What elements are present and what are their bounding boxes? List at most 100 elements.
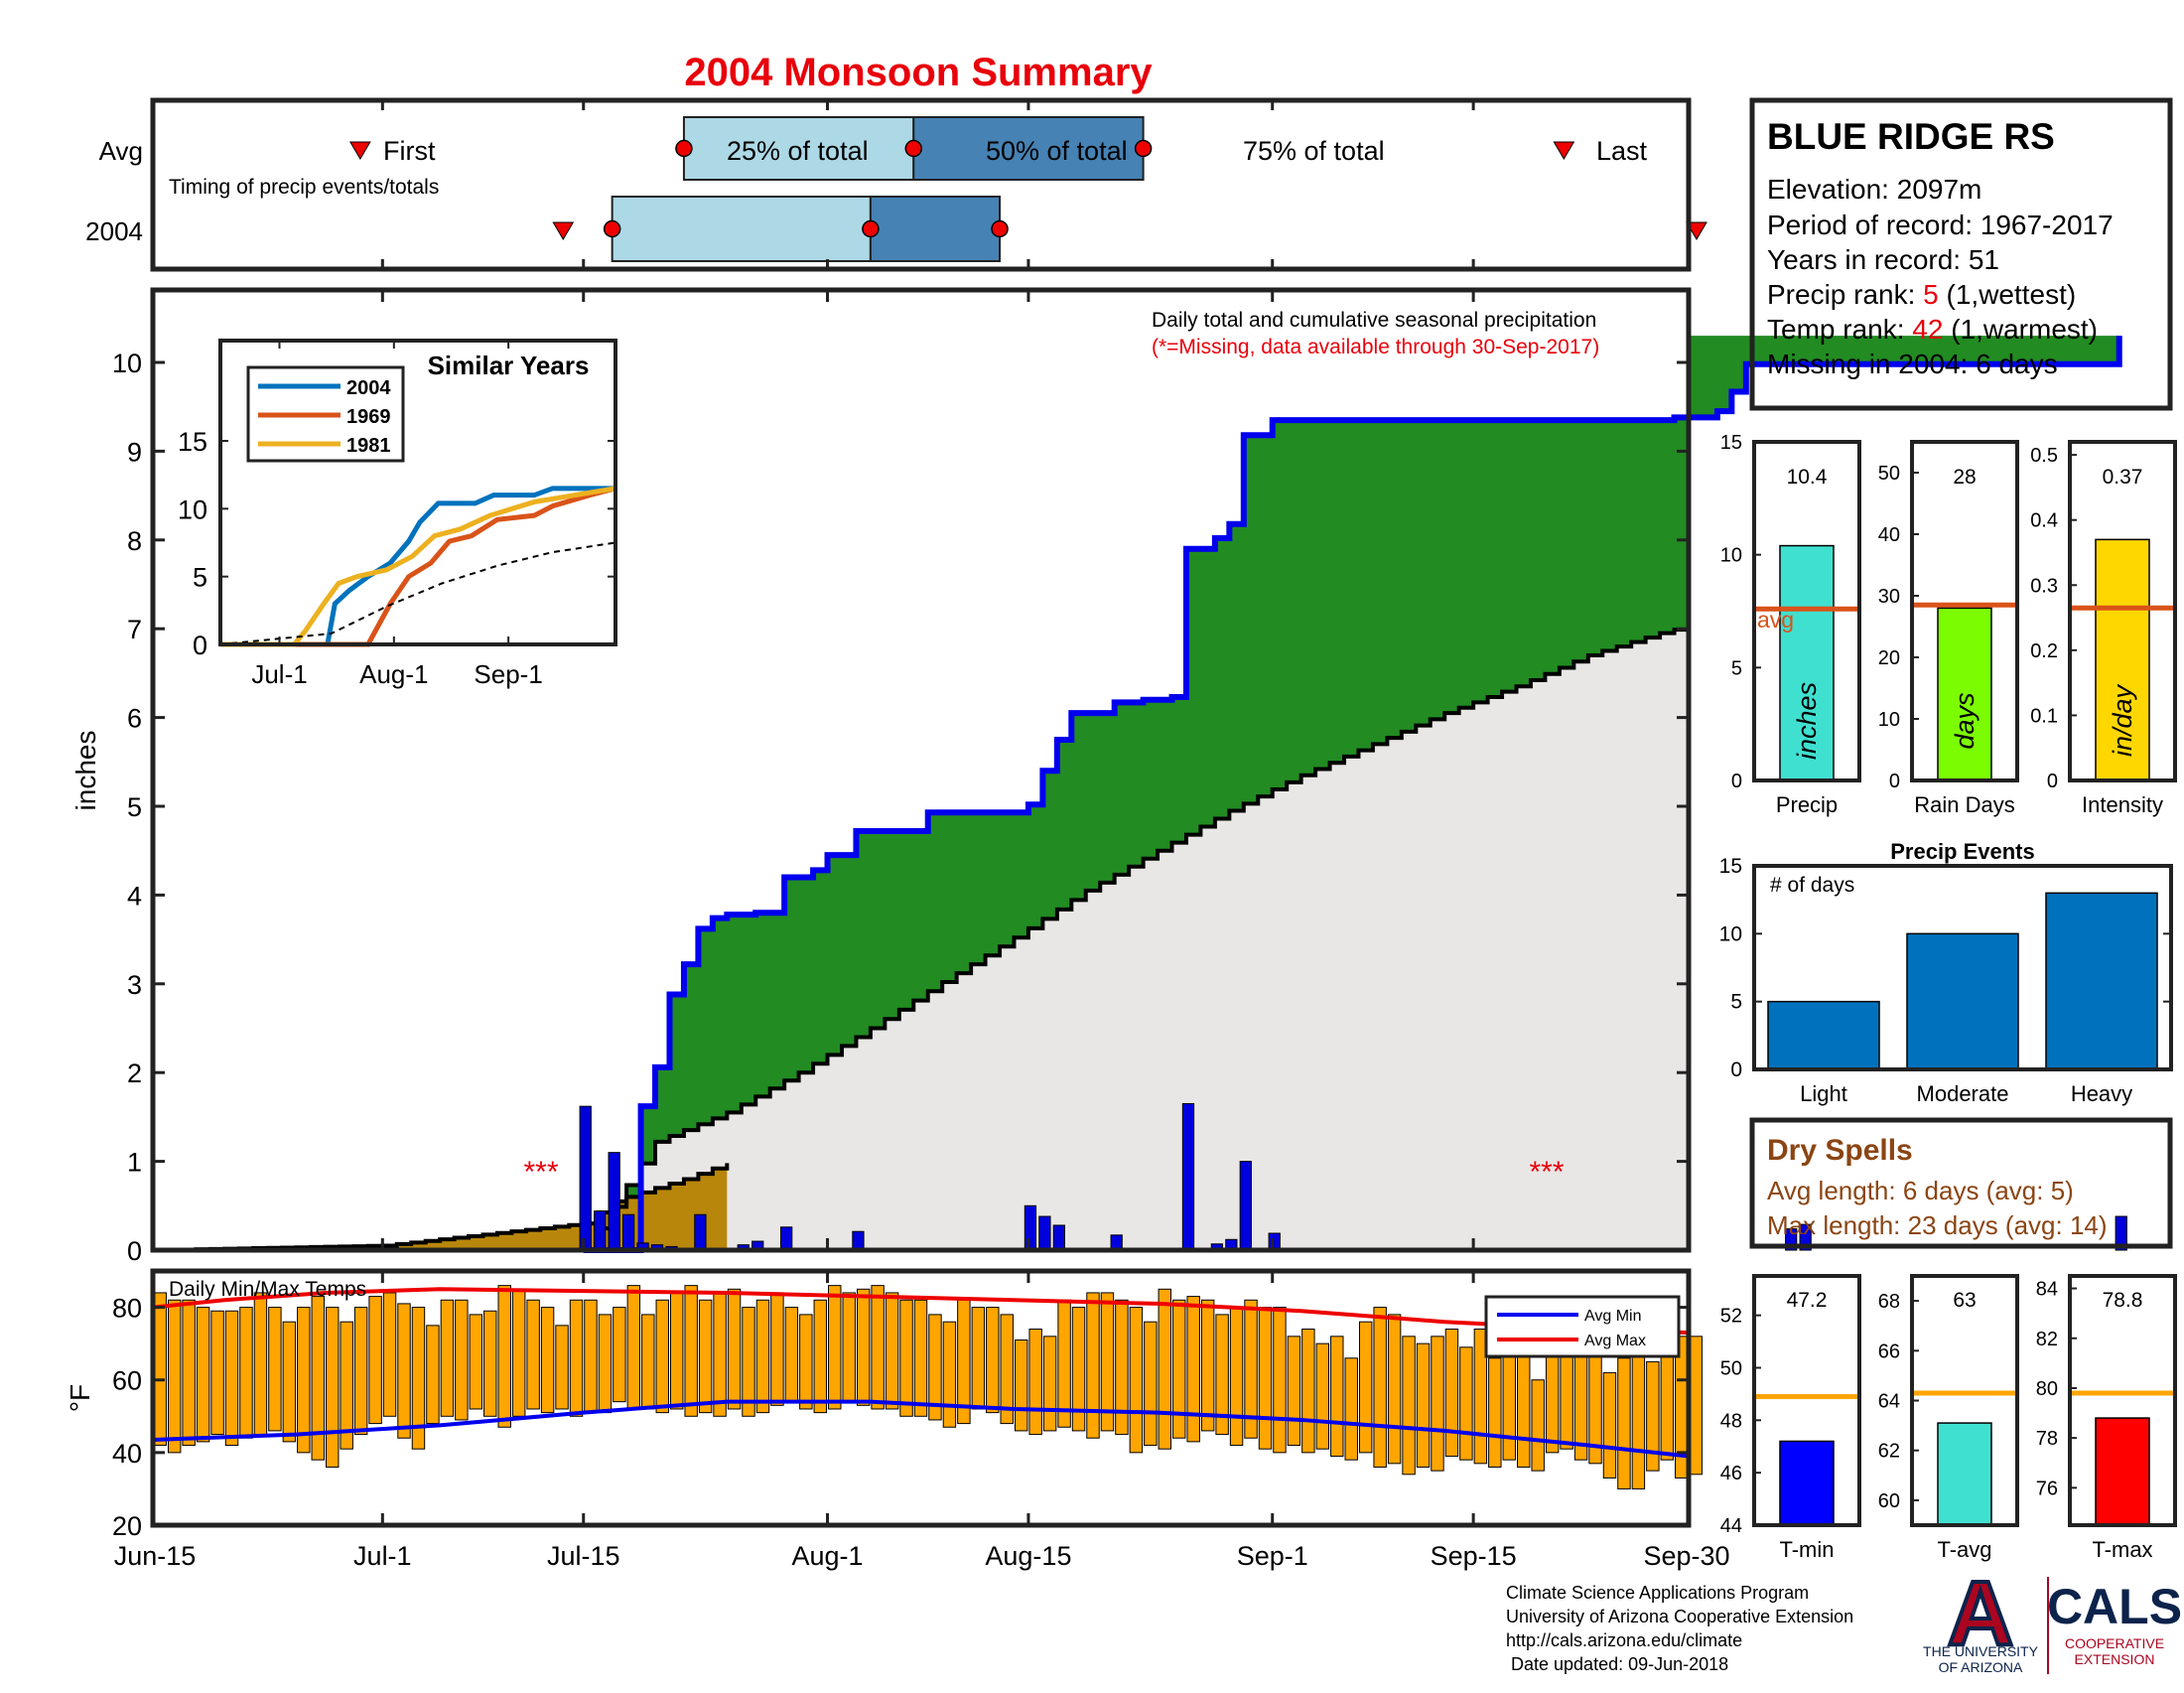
timing-first-label: First	[383, 136, 436, 166]
daily-precip-bar	[1785, 1228, 1798, 1251]
panel-intensity: 0 0.1 0.2 0.3 0.4 0.5 0.37 Intensity in/day	[2030, 440, 2177, 817]
inset-legend-label-1969: 1969	[346, 406, 391, 428]
missing-marker-2: ***	[1529, 1156, 1564, 1189]
precip-label: Precip	[1776, 792, 1838, 817]
precip-events-bar-heavy	[2045, 892, 2158, 1070]
daily-temp-bar	[569, 1299, 584, 1417]
avg-min-line	[152, 1399, 1690, 1459]
daily-temp-bar	[153, 1292, 167, 1447]
temps-legend-max: Avg Max	[1584, 1333, 1646, 1349]
timing-panel: Avg 2004 Timing of precip events/totals …	[85, 97, 1707, 272]
daily-precip-bar	[2115, 1215, 2127, 1251]
daily-temp-bar	[799, 1314, 813, 1410]
daily-temp-bar	[698, 1299, 713, 1414]
precip-events-panel: Precip Events Light Moderate Heavy 0 5 10 15 #…	[1719, 839, 2173, 1106]
rain-days-bar	[1937, 607, 1992, 781]
seasonal-temp-panels: 44 46 48 50 52 47.2 T-min 60 62 64 66 68 63 T-avg 76 78…	[1720, 1274, 2177, 1562]
main-y-tick-label: 6	[127, 704, 142, 734]
dry-spells-avg: Avg length: 6 days (avg: 5)	[1767, 1176, 2074, 1205]
timing-25-label: 25% of total	[727, 136, 869, 166]
daily-temp-bar	[368, 1296, 382, 1425]
temp-small-y-tick-label: 82	[2036, 1329, 2058, 1350]
temps-x-tick-label: Sep-1	[1237, 1541, 1308, 1571]
daily-temp-bar	[1042, 1336, 1057, 1432]
station-info-box: BLUE RIDGE RS Elevation: 2097m Period of…	[1749, 97, 2173, 411]
temp-small-y-tick-label: 78	[2036, 1428, 2058, 1450]
temps-x-tick-label: Aug-1	[791, 1541, 863, 1571]
timing-year-marker-75	[991, 219, 1009, 238]
events-y-tick-label: 10	[1719, 922, 1742, 945]
main-y-tick-label: 3	[127, 970, 142, 1000]
rain-days-value-label: 28	[1953, 466, 1976, 489]
small-y-tick-label: 30	[1878, 586, 1900, 608]
tmax-frame	[2068, 1274, 2177, 1527]
daily-temp-bar	[942, 1321, 957, 1428]
daily-temp-bar	[196, 1307, 210, 1443]
timing-avg-box-50-75	[912, 116, 1145, 181]
daily-temp-bar	[770, 1292, 784, 1406]
temps-x-tick-label: Sep-15	[1431, 1541, 1517, 1571]
temps-title: Daily Min/Max Temps	[169, 1278, 366, 1301]
tmin-value-label: 47.2	[1787, 1289, 1828, 1312]
daily-temp-bar	[1387, 1314, 1402, 1465]
daily-temp-bar	[828, 1285, 842, 1410]
timing-year-box-25-50	[611, 196, 872, 262]
temps-x-tick-label: Sep-30	[1643, 1541, 1729, 1571]
temps-y-tick-label: 80	[112, 1294, 142, 1324]
intensity-label: Intensity	[2082, 792, 2163, 817]
daily-temp-bar	[382, 1292, 397, 1417]
daily-temp-bar	[497, 1285, 511, 1428]
cals-logo-text: CALS	[2047, 1579, 2182, 1634]
daily-temp-bar	[1459, 1346, 1473, 1461]
daily-temp-bar	[842, 1292, 856, 1403]
daily-temp-bar	[1014, 1339, 1028, 1432]
main-y-tick-label: 9	[127, 437, 142, 467]
daily-temp-bar	[1531, 1379, 1545, 1472]
daily-temp-bar	[1172, 1299, 1186, 1439]
daily-precip-bar	[608, 1152, 620, 1251]
daily-temp-bar	[885, 1292, 899, 1410]
daily-temp-bar	[182, 1299, 196, 1447]
daily-temp-bar	[239, 1307, 253, 1439]
daily-temp-bar	[326, 1307, 340, 1468]
missing-marker-1: ***	[523, 1156, 558, 1189]
timing-year-marker-25	[603, 219, 621, 238]
temps-x-tick-label: Jun-15	[114, 1541, 197, 1571]
main-y-tick-label: 1	[127, 1148, 142, 1178]
daily-temp-bar	[1444, 1329, 1459, 1458]
ua-logo-line-1: THE UNIVERSITY	[1923, 1643, 2039, 1659]
timing-avg-box-25-50	[682, 116, 915, 181]
temps-x-tick-label: Aug-15	[985, 1541, 1071, 1571]
inset-legend-label-1981: 1981	[346, 435, 391, 457]
inset-frame	[218, 339, 617, 646]
small-y-tick-label: 0.1	[2030, 705, 2058, 727]
avg-max-line	[152, 1287, 1690, 1336]
daily-temp-bar	[584, 1299, 598, 1414]
small-y-tick-label: 10	[1878, 709, 1900, 731]
daily-temp-bar	[669, 1292, 684, 1410]
small-y-tick-label: 0.5	[2030, 445, 2058, 467]
cals-logo: CALS COOPERATIVE EXTENSION	[2047, 1579, 2182, 1667]
daily-precip-bar	[1024, 1204, 1037, 1251]
temp-rank-note: (1,warmest)	[1943, 314, 2098, 345]
daily-temp-bar	[511, 1288, 526, 1417]
main-y-tick-label: 4	[127, 881, 142, 911]
timing-row-avg-label: Avg	[99, 136, 143, 166]
tavg-value-label: 63	[1953, 1289, 1976, 1312]
main-panel-frame	[150, 287, 1692, 1253]
daily-temp-bar	[1488, 1357, 1502, 1468]
daily-temp-bar	[1431, 1336, 1444, 1472]
precip-events-category-label: Heavy	[2071, 1081, 2132, 1106]
daily-temp-bar	[340, 1321, 353, 1450]
daily-temp-bar	[755, 1299, 770, 1414]
small-y-tick-label: 0	[1889, 771, 1900, 792]
inset-series-1981	[220, 486, 616, 647]
daily-temp-bar	[1373, 1307, 1387, 1468]
average-cumulative-area	[583, 626, 1690, 1250]
daily-temp-bar	[1115, 1299, 1129, 1436]
ua-logo-letter: A	[1948, 1563, 2013, 1664]
daily-temp-bar	[469, 1314, 483, 1410]
events-y-tick-label: 0	[1730, 1058, 1742, 1081]
daily-temp-bar	[1086, 1292, 1100, 1439]
daily-precip-bar	[621, 1213, 635, 1251]
